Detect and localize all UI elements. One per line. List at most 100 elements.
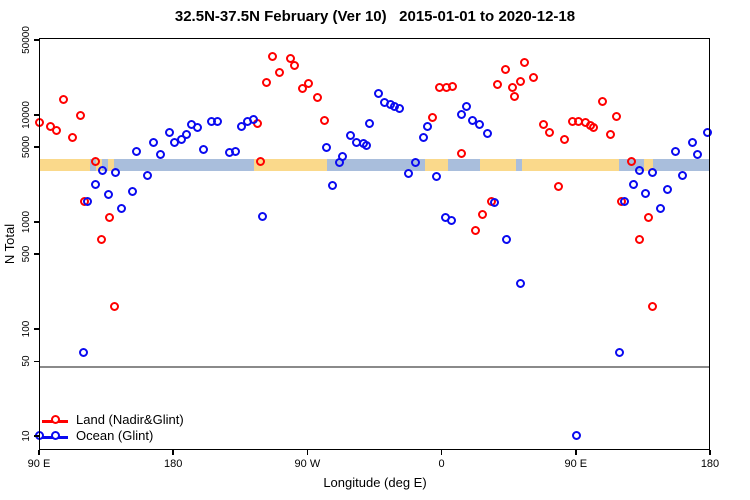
- data-point: [364, 118, 374, 128]
- data-point: [193, 122, 203, 132]
- data-point: [528, 72, 538, 82]
- legend: Land (Nadir&Glint) Ocean (Glint): [42, 412, 184, 444]
- data-point: [634, 234, 644, 244]
- data-point: [297, 83, 307, 93]
- data-point: [640, 188, 650, 198]
- x-tick-mark: [172, 450, 174, 455]
- data-point: [394, 103, 404, 113]
- y-tick-label: 10000: [21, 100, 32, 129]
- legend-item-land: Land (Nadir&Glint): [42, 412, 184, 428]
- reference-line: [39, 366, 710, 368]
- x-tick-label: 0: [438, 458, 445, 470]
- data-point: [539, 120, 549, 130]
- data-point: [446, 215, 456, 225]
- y-tick-mark: [34, 360, 39, 363]
- data-point: [508, 82, 518, 92]
- data-point: [663, 184, 673, 194]
- data-point: [290, 60, 300, 70]
- data-point: [51, 125, 61, 135]
- land-strip-segment: [107, 158, 114, 171]
- data-point: [148, 137, 158, 147]
- data-point: [502, 234, 512, 244]
- data-point: [103, 189, 113, 199]
- data-point: [373, 88, 383, 98]
- data-point: [78, 347, 88, 357]
- data-point: [612, 111, 622, 121]
- data-point: [478, 209, 488, 219]
- data-point: [457, 109, 467, 119]
- data-point: [643, 212, 653, 222]
- x-tick-mark: [38, 450, 40, 455]
- data-point: [457, 149, 467, 158]
- y-axis-label: N Total: [2, 223, 17, 265]
- data-point: [545, 127, 555, 137]
- data-point: [615, 347, 625, 357]
- x-tick-mark: [306, 450, 309, 455]
- data-point: [509, 91, 519, 101]
- data-point: [90, 157, 100, 167]
- data-point: [268, 51, 277, 61]
- data-point: [520, 57, 529, 67]
- x-tick-mark: [709, 450, 711, 455]
- data-point: [321, 142, 331, 152]
- data-point: [493, 79, 503, 89]
- data-point: [678, 170, 688, 180]
- data-point: [411, 157, 421, 167]
- x-tick-mark: [440, 450, 443, 455]
- data-point: [572, 431, 582, 441]
- data-point: [156, 149, 166, 159]
- data-point: [142, 170, 152, 180]
- data-point: [418, 132, 428, 142]
- y-tick-label: 100: [21, 320, 32, 338]
- data-point: [648, 167, 658, 177]
- data-point: [75, 111, 85, 121]
- land-strip-segment: [644, 158, 654, 171]
- y-tick-label: 10: [21, 430, 32, 442]
- land-strip-segment: [39, 158, 90, 171]
- data-point: [490, 197, 500, 207]
- data-point: [312, 92, 322, 102]
- plot-border: [39, 38, 710, 450]
- y-tick-label: 1000: [21, 210, 32, 234]
- x-tick-label: 180: [700, 458, 720, 470]
- x-tick-label: 90 W: [294, 458, 321, 470]
- data-point: [432, 171, 442, 181]
- data-point: [199, 144, 209, 154]
- data-point: [68, 132, 78, 142]
- y-tick-mark: [34, 328, 39, 330]
- data-point: [560, 135, 570, 145]
- data-point: [427, 113, 437, 123]
- y-tick-mark: [34, 221, 39, 223]
- data-point: [692, 149, 702, 159]
- data-point: [320, 116, 330, 126]
- y-tick-mark: [34, 114, 39, 116]
- data-point: [606, 129, 616, 139]
- data-point: [105, 212, 115, 222]
- legend-item-ocean: Ocean (Glint): [42, 428, 184, 444]
- data-point: [403, 168, 413, 178]
- data-point: [423, 121, 433, 131]
- x-tick-label: 90 E: [27, 458, 51, 470]
- ocean-strip-segment: [516, 158, 523, 171]
- x-tick-label: 180: [164, 458, 183, 470]
- data-point: [482, 128, 492, 138]
- data-point: [327, 180, 337, 190]
- data-point: [98, 165, 108, 175]
- data-point: [257, 211, 267, 221]
- data-point: [627, 157, 637, 167]
- data-point: [634, 165, 644, 175]
- data-point: [361, 141, 371, 151]
- y-tick-mark: [34, 435, 39, 437]
- data-point: [117, 203, 127, 213]
- data-point: [470, 226, 480, 236]
- data-point: [59, 95, 69, 105]
- y-tick-mark: [34, 39, 39, 41]
- x-tick-mark: [575, 450, 577, 455]
- data-point: [461, 101, 471, 111]
- data-point: [345, 130, 355, 140]
- data-point: [303, 78, 313, 88]
- land-strip-segment: [480, 158, 620, 171]
- data-point: [500, 64, 510, 74]
- data-point: [256, 157, 266, 167]
